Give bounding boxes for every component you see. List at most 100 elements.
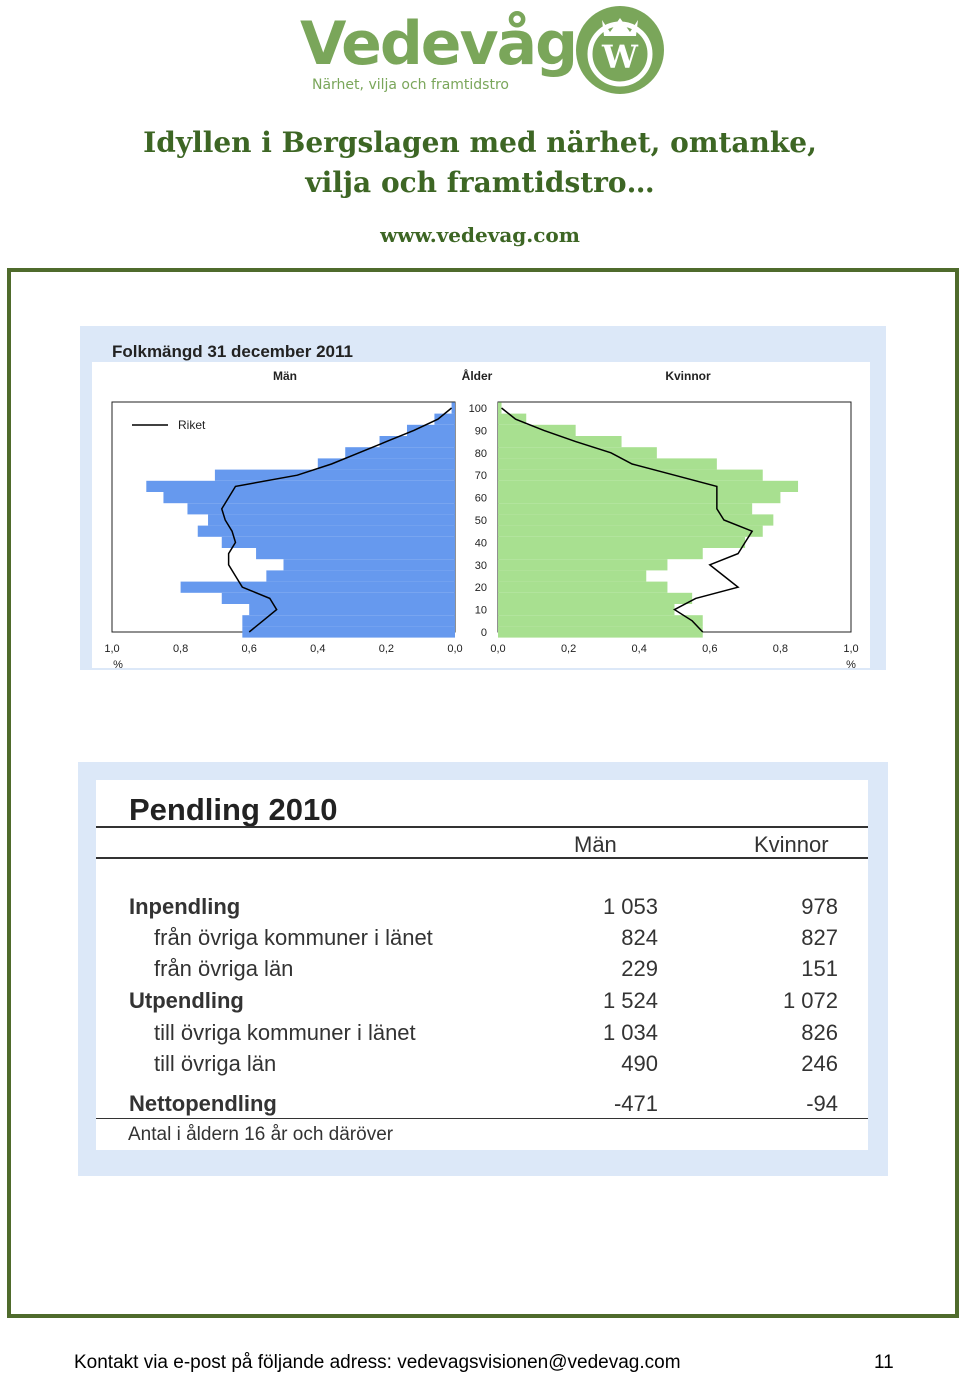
age-tick-label: 60 [475, 493, 487, 505]
pct-tick-label-right: 0,4 [632, 643, 647, 655]
age-tick-label: 50 [475, 515, 487, 527]
bar-men [283, 559, 455, 571]
row-value-women: 1 072 [782, 988, 838, 1013]
pct-tick-label-left: 1,0 [104, 643, 119, 655]
age-tick-label: 20 [475, 582, 487, 594]
row-value-women: 827 [801, 925, 838, 950]
age-tick-label: 80 [475, 448, 487, 460]
bar-men [197, 525, 455, 537]
riket-line-women [501, 407, 754, 633]
age-tick-label: 30 [475, 560, 487, 572]
population-chart-panel: Folkmängd 31 december 2011 Män Ålder Kvi… [80, 326, 886, 670]
bar-women [498, 469, 763, 481]
pct-tick-label-left: 0,6 [242, 643, 257, 655]
population-pyramid-chart: Folkmängd 31 december 2011 Män Ålder Kvi… [92, 342, 870, 670]
bar-women [498, 480, 799, 492]
chart-title: Folkmängd 31 december 2011 [112, 342, 353, 361]
table-row: till övriga kommuner i länet 1 034 826 [96, 1020, 868, 1051]
brand-name: Vedevåg [300, 9, 578, 79]
bar-women [498, 514, 774, 526]
age-tick-label: 40 [475, 537, 487, 549]
row-value-women: 151 [801, 956, 838, 981]
bar-men [221, 536, 455, 548]
age-tick-label: 70 [475, 470, 487, 482]
row-value-women: 978 [801, 894, 838, 919]
crown-emblem-icon: W [576, 6, 664, 94]
chart-label-men: Män [273, 369, 297, 383]
pct-tick-label-right: 1,0 [843, 643, 858, 655]
bar-women [498, 570, 647, 582]
chart-label-age: Ålder [462, 368, 493, 383]
bar-men [187, 503, 455, 515]
column-header-women: Kvinnor [754, 832, 829, 857]
row-value-men: 1 034 [602, 1020, 658, 1045]
bar-men [256, 548, 455, 560]
row-value-men: 490 [621, 1051, 658, 1076]
row-value-men: 229 [621, 956, 658, 981]
row-label: Utpendling [129, 988, 244, 1013]
pct-tick-label-right: 0,2 [561, 643, 576, 655]
bar-women [498, 447, 657, 459]
website-link[interactable]: www.vedevag.com [380, 223, 580, 247]
bar-women [498, 525, 763, 537]
bar-men [242, 626, 455, 638]
bar-men [434, 413, 455, 425]
row-label: Inpendling [129, 894, 241, 919]
unit-label-right: % [846, 659, 856, 670]
bar-women [498, 592, 693, 604]
bar-men [208, 514, 455, 526]
bar-men [317, 458, 455, 470]
bar-men [249, 604, 455, 616]
headline-line-2: vilja och framtidstro… [305, 166, 655, 199]
bar-men [451, 402, 455, 414]
table-bottom-rule [96, 1118, 868, 1119]
bar-men [266, 570, 455, 582]
age-tick-label: 10 [475, 605, 487, 617]
bar-women [498, 458, 717, 470]
bar-women [498, 536, 746, 548]
commuting-table-panel: Pendling 2010 Män Kvinnor Inpendling 1 0… [78, 762, 888, 1176]
bar-women [498, 559, 668, 571]
pct-tick-label-left: 0,8 [173, 643, 188, 655]
bar-women [498, 413, 527, 425]
bar-men [163, 492, 455, 504]
row-value-women: -94 [806, 1091, 838, 1116]
age-tick-label: 100 [469, 403, 487, 415]
table-row: Inpendling 1 053 978 [96, 894, 868, 925]
page-number: 11 [874, 1352, 894, 1373]
headline-line-1: Idyllen i Bergslagen med närhet, omtanke… [143, 126, 817, 159]
bar-men [345, 447, 455, 459]
pct-tick-label-left: 0,2 [379, 643, 394, 655]
pct-tick-label-left: 0,0 [447, 643, 462, 655]
column-header-men: Män [574, 832, 617, 857]
bar-men [406, 424, 455, 436]
content-frame [7, 268, 959, 1318]
row-label: från övriga kommuner i länet [154, 925, 433, 950]
table-row: till övriga län 490 246 [96, 1051, 868, 1082]
table-title: Pendling 2010 [129, 792, 338, 827]
table-row: Nettopendling -471 -94 [96, 1091, 868, 1122]
table-note: Antal i åldern 16 år och däröver [128, 1124, 394, 1145]
footer-contact: Kontakt via e-post på följande adress: v… [74, 1352, 681, 1373]
age-tick-label: 90 [475, 425, 487, 437]
riket-line-men [220, 407, 453, 633]
row-value-men: 1 053 [602, 894, 658, 919]
table-top-rule [96, 826, 868, 828]
bar-women [498, 436, 622, 448]
bar-women [498, 604, 675, 616]
row-value-women: 826 [801, 1020, 838, 1045]
unit-label-left: % [113, 659, 123, 670]
bar-women [498, 615, 703, 627]
pct-tick-label-left: 0,4 [310, 643, 325, 655]
row-value-women: 246 [801, 1051, 838, 1076]
row-label: Nettopendling [129, 1091, 277, 1116]
bar-women [498, 492, 781, 504]
pct-tick-label-right: 0,8 [773, 643, 788, 655]
svg-text:W: W [601, 38, 639, 76]
pct-tick-label-right: 0,6 [702, 643, 717, 655]
bar-men [146, 480, 456, 492]
legend-label: Riket [178, 418, 206, 432]
row-label: från övriga län [154, 956, 294, 981]
bar-men [180, 581, 455, 593]
age-tick-label: 0 [481, 627, 487, 639]
